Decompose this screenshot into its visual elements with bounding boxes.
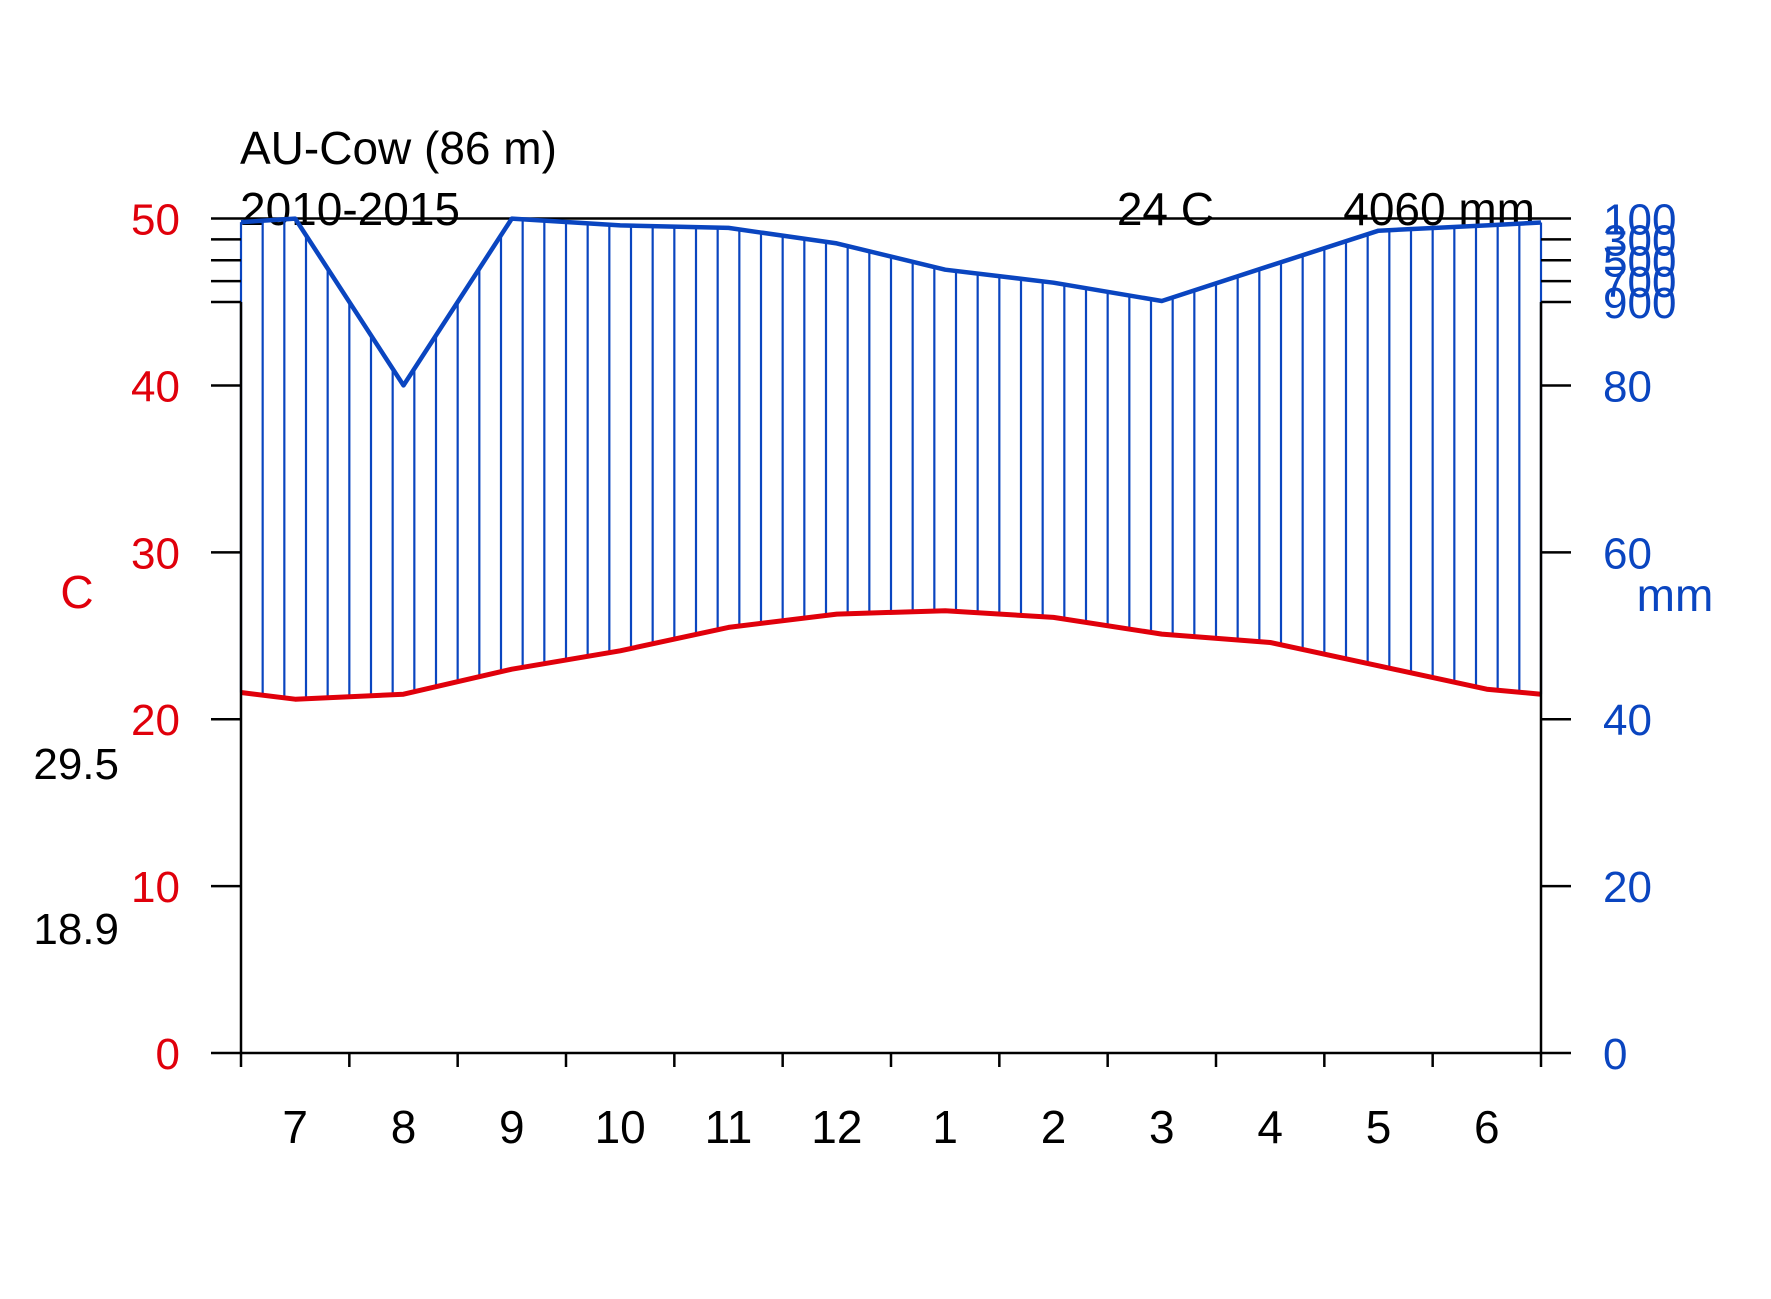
month-label: 5 bbox=[1366, 1101, 1392, 1153]
temperature-tick-label: 10 bbox=[131, 863, 180, 912]
precipitation-tick-label: 900 bbox=[1603, 279, 1676, 328]
month-label: 8 bbox=[391, 1101, 417, 1153]
month-label: 4 bbox=[1257, 1101, 1283, 1153]
precipitation-tick-label: 700 bbox=[1603, 258, 1676, 307]
precipitation-tick-label: 60 bbox=[1603, 529, 1652, 578]
precipitation-hatching bbox=[239, 219, 1543, 699]
min-temperature-label: 18.9 bbox=[33, 905, 119, 954]
precipitation-tick-label: 0 bbox=[1603, 1030, 1627, 1079]
temperature-tick-label: 30 bbox=[131, 529, 180, 578]
month-label: 9 bbox=[499, 1101, 525, 1153]
temperature-ticks: 0 10 20 30 40 50 bbox=[131, 196, 241, 1079]
temperature-tick-label: 20 bbox=[131, 696, 180, 745]
month-axis: 7 8 9 10 11 12 1 2 3 4 5 6 bbox=[239, 1053, 1543, 1153]
month-label: 11 bbox=[705, 1101, 753, 1153]
temperature-tick-label: 0 bbox=[156, 1030, 180, 1079]
month-label: 10 bbox=[595, 1101, 646, 1153]
month-label: 12 bbox=[811, 1101, 862, 1153]
precipitation-axis-label: mm bbox=[1637, 569, 1714, 621]
precipitation-tick-label: 300 bbox=[1603, 216, 1676, 265]
precipitation-line bbox=[240, 216, 1542, 388]
chart-title: AU-Cow (86 m) bbox=[240, 122, 557, 174]
chart-subtitle: 2010-2015 bbox=[240, 183, 460, 235]
month-label: 7 bbox=[282, 1101, 308, 1153]
month-label: 1 bbox=[932, 1101, 958, 1153]
temperature-tick-label: 40 bbox=[131, 362, 180, 411]
max-temperature-label: 29.5 bbox=[33, 740, 119, 789]
precipitation-tick-label: 80 bbox=[1603, 362, 1652, 411]
month-label: 2 bbox=[1041, 1101, 1067, 1153]
precipitation-tick-label: 100 bbox=[1603, 196, 1676, 245]
temperature-tick-label: 50 bbox=[131, 196, 180, 245]
month-label: 6 bbox=[1474, 1101, 1500, 1153]
temperature-line bbox=[240, 608, 1542, 702]
temperature-axis-label: C bbox=[60, 566, 93, 618]
mean-temperature-label: 24 C bbox=[1117, 183, 1214, 235]
precipitation-tick-label: 500 bbox=[1603, 237, 1676, 286]
precipitation-tick-label: 20 bbox=[1603, 863, 1652, 912]
precipitation-tick-label: 40 bbox=[1603, 696, 1652, 745]
month-label: 3 bbox=[1149, 1101, 1175, 1153]
